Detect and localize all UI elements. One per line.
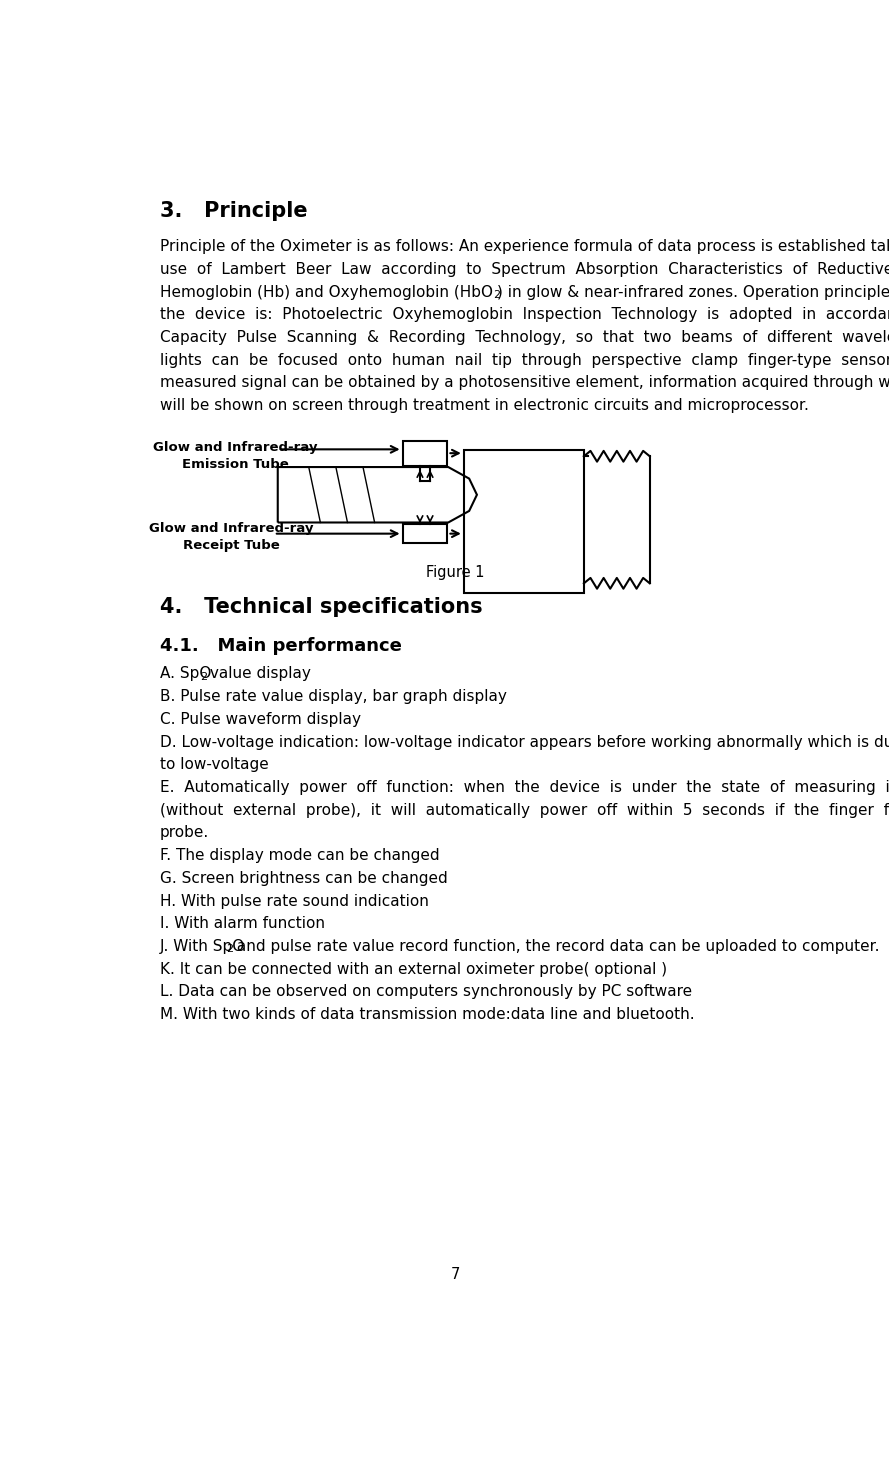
- Bar: [403, 524, 447, 544]
- Bar: [403, 440, 447, 465]
- Text: 2: 2: [493, 290, 501, 300]
- Text: 4.   Technical specifications: 4. Technical specifications: [160, 597, 483, 617]
- Text: value display: value display: [205, 666, 311, 682]
- Text: F. The display mode can be changed: F. The display mode can be changed: [160, 848, 439, 863]
- Text: Glow and Infrared-ray: Glow and Infrared-ray: [149, 523, 314, 536]
- Text: C. Pulse waveform display: C. Pulse waveform display: [160, 711, 361, 726]
- Text: Emission Tube: Emission Tube: [181, 458, 289, 471]
- Bar: [464, 451, 584, 592]
- Text: M. With two kinds of data transmission mode:data line and bluetooth.: M. With two kinds of data transmission m…: [160, 1008, 694, 1022]
- Text: K. It can be connected with an external oximeter probe( optional ): K. It can be connected with an external …: [160, 962, 667, 977]
- Text: Principle of the Oximeter is as follows: An experience formula of data process i: Principle of the Oximeter is as follows:…: [160, 239, 889, 255]
- Text: Receipt Tube: Receipt Tube: [183, 539, 280, 552]
- Text: A. SpO: A. SpO: [160, 666, 212, 682]
- Text: measured signal can be obtained by a photosensitive element, information acquire: measured signal can be obtained by a pho…: [160, 376, 889, 390]
- Text: Figure 1: Figure 1: [427, 564, 485, 580]
- Text: J. With SpO: J. With SpO: [160, 940, 245, 955]
- Text: to low-voltage: to low-voltage: [160, 757, 268, 772]
- Text: ) in glow & near-infrared zones. Operation principle of: ) in glow & near-infrared zones. Operati…: [498, 284, 889, 299]
- Text: I. With alarm function: I. With alarm function: [160, 916, 325, 931]
- Text: and pulse rate value record function, the record data can be uploaded to compute: and pulse rate value record function, th…: [231, 940, 879, 955]
- Text: G. Screen brightness can be changed: G. Screen brightness can be changed: [160, 871, 448, 885]
- Text: 2: 2: [226, 944, 233, 955]
- Text: H. With pulse rate sound indication: H. With pulse rate sound indication: [160, 894, 428, 909]
- Text: 4.1.   Main performance: 4.1. Main performance: [160, 638, 402, 655]
- Text: B. Pulse rate value display, bar graph display: B. Pulse rate value display, bar graph d…: [160, 689, 507, 704]
- Text: L. Data can be observed on computers synchronously by PC software: L. Data can be observed on computers syn…: [160, 984, 692, 1000]
- Text: (without  external  probe),  it  will  automatically  power  off  within  5  sec: (without external probe), it will automa…: [160, 803, 889, 818]
- Text: Glow and Infrared-ray: Glow and Infrared-ray: [153, 440, 317, 454]
- Text: Hemoglobin (Hb) and Oxyhemoglobin (HbO: Hemoglobin (Hb) and Oxyhemoglobin (HbO: [160, 284, 493, 299]
- Text: 2: 2: [200, 672, 207, 682]
- Text: E.  Automatically  power  off  function:  when  the  device  is  under  the  sta: E. Automatically power off function: whe…: [160, 781, 889, 795]
- Text: 7: 7: [451, 1267, 461, 1282]
- Text: the  device  is:  Photoelectric  Oxyhemoglobin  Inspection  Technology  is  adop: the device is: Photoelectric Oxyhemoglob…: [160, 308, 889, 323]
- Text: use  of  Lambert  Beer  Law  according  to  Spectrum  Absorption  Characteristic: use of Lambert Beer Law according to Spe…: [160, 262, 889, 277]
- Text: lights  can  be  focused  onto  human  nail  tip  through  perspective  clamp  f: lights can be focused onto human nail ti…: [160, 352, 889, 368]
- Text: D. Low-voltage indication: low-voltage indicator appears before working abnormal: D. Low-voltage indication: low-voltage i…: [160, 735, 889, 750]
- Text: will be shown on screen through treatment in electronic circuits and microproces: will be shown on screen through treatmen…: [160, 398, 809, 412]
- Text: Capacity  Pulse  Scanning  &  Recording  Technology,  so  that  two  beams  of  : Capacity Pulse Scanning & Recording Tech…: [160, 330, 889, 345]
- Text: 3.   Principle: 3. Principle: [160, 200, 308, 221]
- Text: probe.: probe.: [160, 825, 209, 841]
